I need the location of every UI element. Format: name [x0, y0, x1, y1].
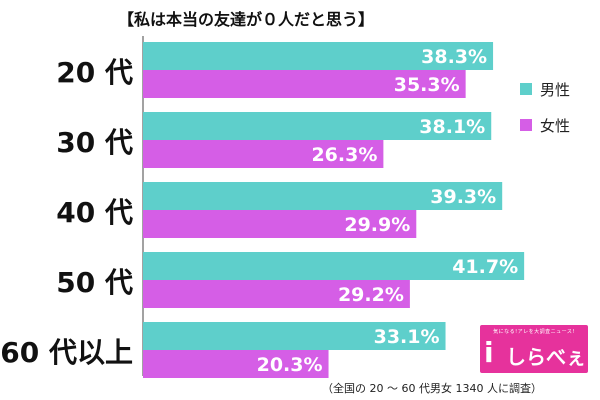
bar-female	[143, 280, 410, 308]
category-label: 30 代	[56, 126, 133, 159]
category-label: 20 代	[56, 56, 133, 89]
bar-female	[143, 350, 329, 378]
logo-tagline: 気になる!アレを大調査ニュース!	[493, 329, 575, 335]
bar-female	[143, 70, 466, 98]
bar-male	[143, 322, 446, 350]
data-label-male: 41.7%	[452, 256, 518, 278]
category-label: 40 代	[56, 196, 133, 229]
legend-item-male: 男性	[520, 78, 595, 100]
bar-male	[143, 112, 492, 140]
data-label-male: 39.3%	[430, 186, 496, 208]
shirabee-logo: 気になる!アレを大調査ニュース! i しらべぇ	[480, 325, 588, 373]
legend-swatch-female	[520, 119, 532, 131]
data-label-male: 33.1%	[374, 326, 440, 348]
data-label-male: 38.1%	[419, 116, 485, 138]
bar-male	[143, 42, 494, 70]
chart-title: 【私は本当の友達が０人だと思う】	[118, 10, 375, 29]
legend: 男性 女性	[520, 78, 595, 150]
logo-mark: i	[484, 336, 494, 369]
survey-note: （全国の 20 〜 60 代男女 1340 人に調査）	[322, 382, 542, 395]
data-label-female: 29.9%	[344, 214, 410, 236]
data-label-female: 35.3%	[394, 74, 460, 96]
category-label: 60 代以上	[0, 336, 133, 369]
data-label-female: 20.3%	[257, 354, 323, 376]
data-label-female: 29.2%	[338, 284, 404, 306]
legend-label-female: 女性	[540, 116, 571, 135]
category-label: 50 代	[56, 266, 133, 299]
bar-female	[143, 210, 417, 238]
bar-male	[143, 252, 525, 280]
logo-text: しらべぇ	[506, 345, 586, 369]
data-label-female: 26.3%	[311, 144, 377, 166]
bar-female	[143, 140, 384, 168]
legend-label-male: 男性	[540, 80, 571, 99]
data-label-male: 38.3%	[421, 46, 487, 68]
legend-item-female: 女性	[520, 114, 595, 136]
legend-swatch-male	[520, 83, 532, 95]
bar-male	[143, 182, 503, 210]
